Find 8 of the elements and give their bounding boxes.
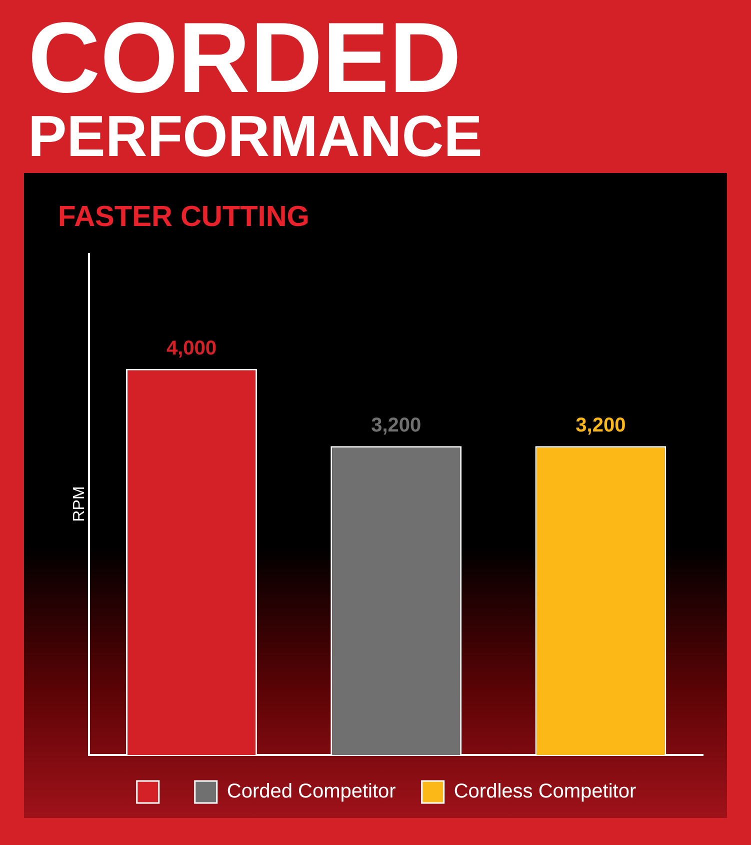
data-label: 4,000 (166, 337, 217, 360)
data-label: 3,200 (576, 414, 626, 437)
legend-label: Cordless Competitor (454, 780, 636, 803)
legend-label: Corded Competitor (226, 780, 396, 803)
y-axis-title: RPM (71, 486, 88, 522)
chart-title: CORDED PERFORMANCE (28, 2, 482, 169)
chart-subtitle: FASTER CUTTING (58, 201, 310, 234)
data-label: 3,200 (371, 414, 422, 437)
